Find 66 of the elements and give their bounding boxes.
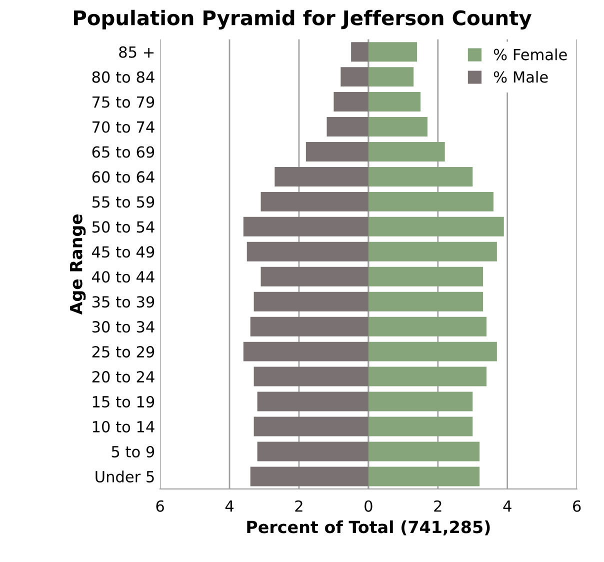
chart-title: Population Pyramid for Jefferson County <box>74 10 532 30</box>
x-tick-label: 2 <box>434 500 442 512</box>
bar <box>368 266 484 286</box>
bar <box>340 67 368 87</box>
bar <box>368 117 428 137</box>
y-tick-label: 75 to 79 <box>92 96 154 108</box>
y-tick-label: Under 5 <box>96 470 154 482</box>
bar <box>254 416 368 436</box>
bar <box>368 466 480 486</box>
bar <box>306 142 368 162</box>
y-tick-label: 70 to 74 <box>92 121 154 133</box>
y-tick-label: 15 to 19 <box>92 396 154 408</box>
bar <box>243 342 368 362</box>
bar <box>250 316 368 336</box>
bar <box>368 366 487 386</box>
bar <box>368 42 418 62</box>
x-tick-label: 6 <box>573 500 581 512</box>
legend-label: % Female <box>494 48 567 60</box>
y-tick-label: 65 to 69 <box>92 146 154 158</box>
y-tick-label: 85 + <box>119 46 154 58</box>
y-tick-label: 55 to 59 <box>92 196 154 208</box>
y-tick-label: 40 to 44 <box>92 271 154 283</box>
bar <box>334 92 368 112</box>
y-tick-label: 5 to 9 <box>112 446 154 458</box>
x-axis-title: Percent of Total (741,285) <box>247 520 490 536</box>
bar <box>368 67 414 87</box>
y-tick-label: 35 to 39 <box>92 296 154 308</box>
bar <box>368 342 497 362</box>
y-tick-label: 50 to 54 <box>92 221 154 233</box>
bar <box>368 216 504 236</box>
y-axis-title: Age Range <box>70 214 86 315</box>
bar <box>254 292 368 312</box>
bar <box>368 166 473 186</box>
y-tick-label: 45 to 49 <box>92 246 154 258</box>
bar <box>368 292 484 312</box>
bar <box>368 416 473 436</box>
legend-label: % Male <box>494 70 548 83</box>
bar <box>351 42 368 62</box>
bar <box>260 192 368 212</box>
y-tick-label: 30 to 34 <box>92 321 154 333</box>
y-tick-label: 20 to 24 <box>92 371 154 383</box>
bar <box>368 316 487 336</box>
x-tick-label: 4 <box>503 500 512 512</box>
bar <box>368 92 421 112</box>
bar <box>368 242 497 262</box>
bar <box>260 266 368 286</box>
x-tick-label: 0 <box>364 500 372 512</box>
bar <box>254 366 368 386</box>
y-tick-label: 25 to 29 <box>92 346 154 358</box>
bar <box>368 442 480 462</box>
bar <box>368 192 494 212</box>
bar <box>257 392 368 412</box>
x-tick-label: 4 <box>225 500 234 512</box>
bar <box>368 392 473 412</box>
bar <box>326 117 368 137</box>
x-tick-label: 6 <box>156 500 164 512</box>
bar <box>243 216 368 236</box>
y-tick-label: 10 to 14 <box>92 420 154 433</box>
bar <box>250 466 368 486</box>
y-tick-label: 80 to 84 <box>92 71 154 83</box>
bar <box>257 442 368 462</box>
bar <box>274 166 368 186</box>
bar <box>368 142 445 162</box>
x-tick-label: 2 <box>295 500 302 512</box>
bar <box>246 242 368 262</box>
y-tick-label: 60 to 64 <box>92 171 154 183</box>
